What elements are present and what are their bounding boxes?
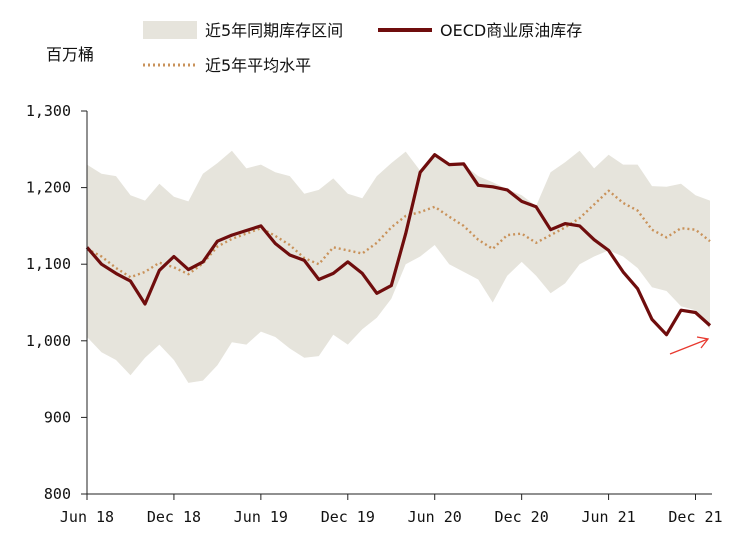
x-tick-label: Dec 18 [147,508,201,526]
x-tick-label: Dec 21 [668,508,722,526]
legend-label-oecd: OECD商业原油库存 [440,21,582,40]
oecd-inventory-line [85,153,712,337]
y-axis-unit-label: 百万桶 [46,45,94,64]
plot-area [85,150,712,383]
arrow-shaft [669,338,709,355]
arrow-head [696,336,710,349]
legend-swatch-range [143,21,197,39]
y-tick-label: 900 [44,408,71,426]
red-arrow-annotation [669,336,710,355]
x-tick-label: Jun 21 [581,508,635,526]
x-tick-label: Dec 20 [495,508,549,526]
y-ticks: 800 900 1,000 1,100 1,200 1,300 [26,102,87,503]
legend: 近5年同期库存区间 OECD商业原油库存 近5年平均水平 [143,21,582,75]
y-tick-label: 800 [44,485,71,503]
legend-label-range: 近5年同期库存区间 [205,21,343,40]
x-tick-label: Jun 18 [60,508,114,526]
legend-label-average: 近5年平均水平 [205,56,311,75]
y-tick-label: 1,000 [26,332,71,350]
x-tick-label: Jun 19 [234,508,288,526]
x-ticks: Jun 18 Dec 18 Jun 19 Dec 19 Jun 20 Dec 20 Jun … [60,494,723,526]
x-tick-label: Jun 20 [408,508,462,526]
y-tick-label: 1,300 [26,102,71,120]
range-band [87,150,710,383]
y-tick-label: 1,200 [26,179,71,197]
axes [86,111,712,495]
x-tick-label: Dec 19 [321,508,375,526]
y-tick-label: 1,100 [26,255,71,273]
